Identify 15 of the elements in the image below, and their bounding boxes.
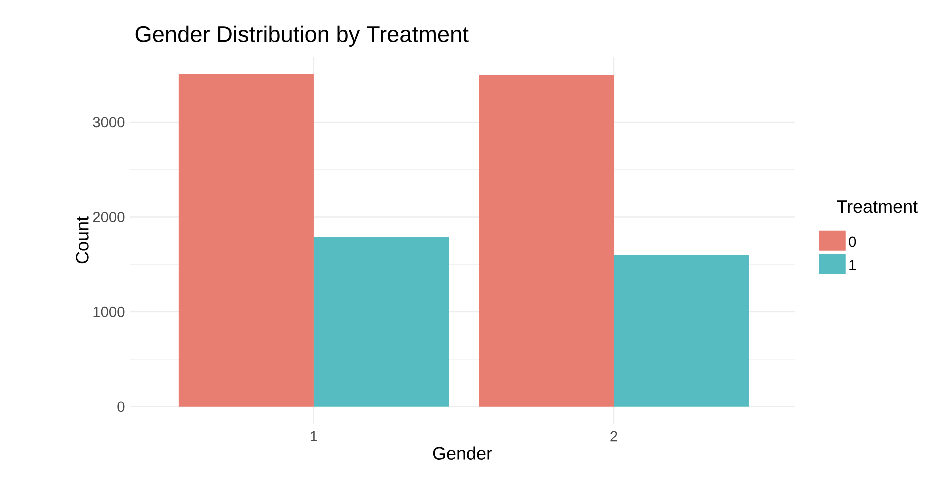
bar [479,75,614,407]
y-axis-title: Count [76,216,89,264]
y-tick-label: 1000 [94,306,125,318]
chart-title: Gender Distribution by Treatment [136,26,469,47]
legend-label: 0 [849,236,856,248]
y-tick-label: 2000 [93,212,125,222]
x-tick-label: 2 [610,431,618,442]
legend-title: Treatment [837,200,918,214]
bar [614,255,750,407]
y-tick-label: 3000 [93,117,125,128]
y-tick-label: 0 [118,402,125,412]
x-axis-title: Gender [433,446,492,460]
bar [178,74,314,407]
legend-label: 1 [850,260,856,270]
bar [314,237,449,407]
